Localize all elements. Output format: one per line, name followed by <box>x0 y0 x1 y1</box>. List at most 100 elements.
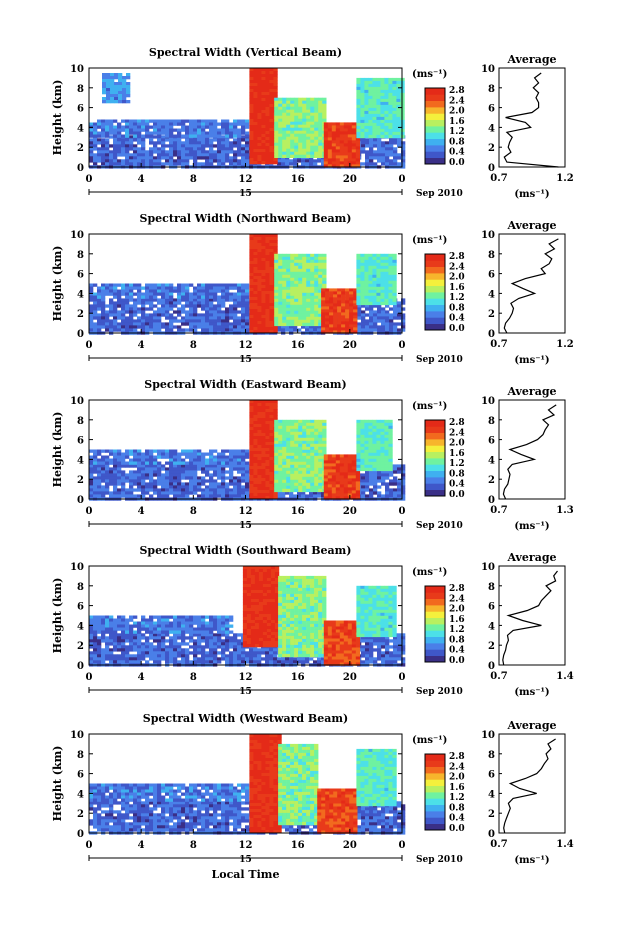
heat-cell <box>253 98 258 102</box>
heat-cell <box>269 324 274 328</box>
heat-cell <box>93 295 98 299</box>
heat-cell <box>384 95 389 100</box>
heat-cell <box>229 144 234 148</box>
heat-cell <box>177 144 182 148</box>
heat-cell <box>201 283 206 287</box>
heat-cell <box>369 491 374 495</box>
heat-cell <box>105 150 110 154</box>
heat-cell <box>181 494 186 498</box>
heat-cell <box>117 461 122 465</box>
heat-cell <box>102 91 107 95</box>
heat-cell <box>97 153 102 157</box>
heat-cell <box>141 322 146 326</box>
heat-cell <box>388 286 393 291</box>
heat-cell <box>225 119 230 123</box>
heat-cell <box>101 479 106 483</box>
heat-cell <box>233 162 238 166</box>
heat-cell <box>133 464 138 468</box>
heat-cell <box>169 473 174 477</box>
heat-cell <box>285 491 290 495</box>
heat-cell <box>245 461 250 465</box>
heat-cell <box>221 461 226 465</box>
heat-cell <box>376 131 381 136</box>
heat-cell <box>265 312 270 316</box>
heat-cell <box>269 243 274 247</box>
x-tick-label: 16 <box>291 340 305 351</box>
heat-cell <box>213 119 218 123</box>
heat-cell <box>173 150 178 154</box>
heat-cell <box>356 110 361 115</box>
heat-cell <box>177 159 182 163</box>
heat-cell <box>113 476 118 480</box>
heat-cell <box>189 458 194 462</box>
heat-cell <box>237 322 242 326</box>
heat-cell <box>161 464 166 468</box>
heat-cell <box>233 449 238 453</box>
heat-cell <box>298 130 303 134</box>
heat-cell <box>221 295 226 299</box>
heat-cell <box>105 162 110 166</box>
heat-cell <box>249 155 254 159</box>
heat-cell <box>89 138 94 142</box>
heat-cell <box>109 449 114 453</box>
heat-cell <box>237 482 242 486</box>
heat-cell <box>205 310 210 314</box>
heat-cell <box>360 265 365 270</box>
heat-cell <box>389 150 394 154</box>
heat-cell <box>310 319 315 324</box>
heat-cell <box>153 325 158 329</box>
heat-cell <box>89 476 94 480</box>
heat-cell <box>253 77 258 81</box>
heat-cell <box>93 316 98 320</box>
heat-cell <box>360 113 365 118</box>
heat-cell <box>347 155 353 159</box>
heat-cell <box>217 488 222 492</box>
heat-cell <box>339 146 345 150</box>
heat-cell <box>397 482 402 486</box>
heat-cell <box>165 476 170 480</box>
heat-cell <box>114 100 119 104</box>
heat-cell <box>286 259 291 264</box>
heat-cell <box>306 295 311 300</box>
heat-cell <box>384 116 389 121</box>
heat-cell <box>323 122 329 126</box>
heat-cell <box>298 271 303 276</box>
heat-cell <box>145 301 150 305</box>
heat-cell <box>189 455 194 459</box>
heat-cell <box>157 319 162 323</box>
heat-cell <box>145 283 150 287</box>
heat-cell <box>109 283 114 287</box>
heat-cell <box>306 301 311 306</box>
heat-cell <box>372 265 377 270</box>
heat-cell <box>317 491 322 495</box>
heat-cell <box>388 131 393 136</box>
heat-cell <box>193 322 198 326</box>
heat-cell <box>302 130 307 134</box>
heat-cell <box>257 101 262 105</box>
heat-cell <box>294 310 299 315</box>
heat-cell <box>265 264 270 268</box>
heat-cell <box>257 74 262 78</box>
heat-cell <box>401 144 406 148</box>
heat-cell <box>305 494 310 498</box>
colorbar-swatch <box>425 285 445 293</box>
heat-cell <box>117 310 122 314</box>
heat-cell <box>314 145 319 149</box>
heat-cell <box>209 464 214 468</box>
heat-cell <box>173 134 178 138</box>
heat-cell <box>229 482 234 486</box>
heat-cell <box>93 292 98 296</box>
heat-cell <box>377 147 382 151</box>
heat-cell <box>245 482 250 486</box>
heat-cell <box>249 234 254 238</box>
heat-cell <box>165 289 170 293</box>
heat-cell <box>282 268 287 273</box>
heat-cell <box>368 110 373 115</box>
heat-cell <box>302 310 307 315</box>
heat-cell <box>197 131 202 135</box>
heat-cell <box>331 125 337 129</box>
heat-cell <box>177 458 182 462</box>
heat-cell <box>384 131 389 136</box>
heat-cell <box>278 280 283 285</box>
colorbar-swatch <box>425 279 445 286</box>
